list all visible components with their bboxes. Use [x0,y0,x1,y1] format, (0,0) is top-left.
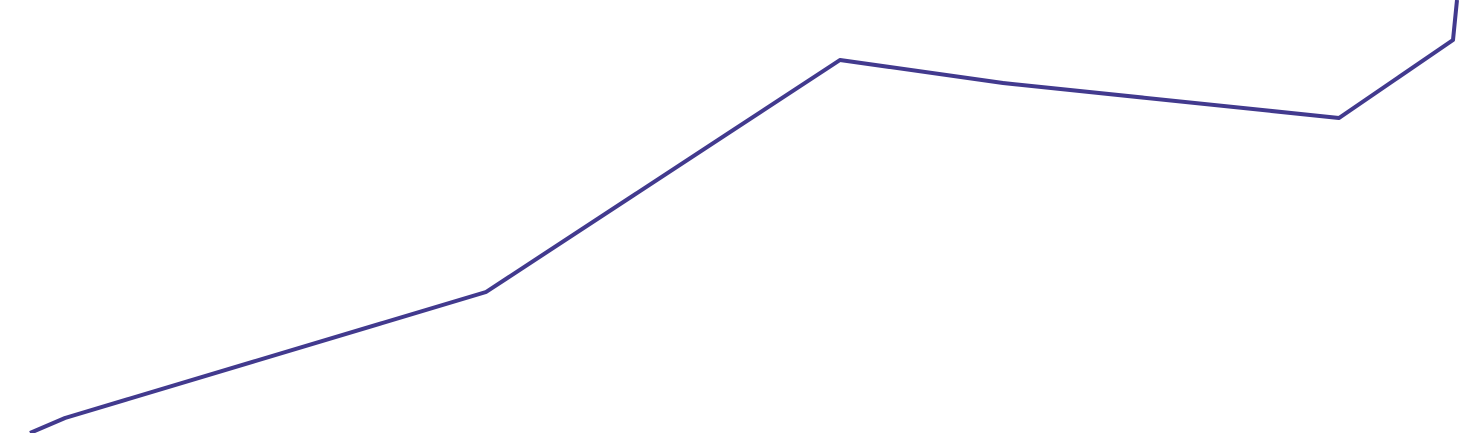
data-line [29,0,1459,433]
